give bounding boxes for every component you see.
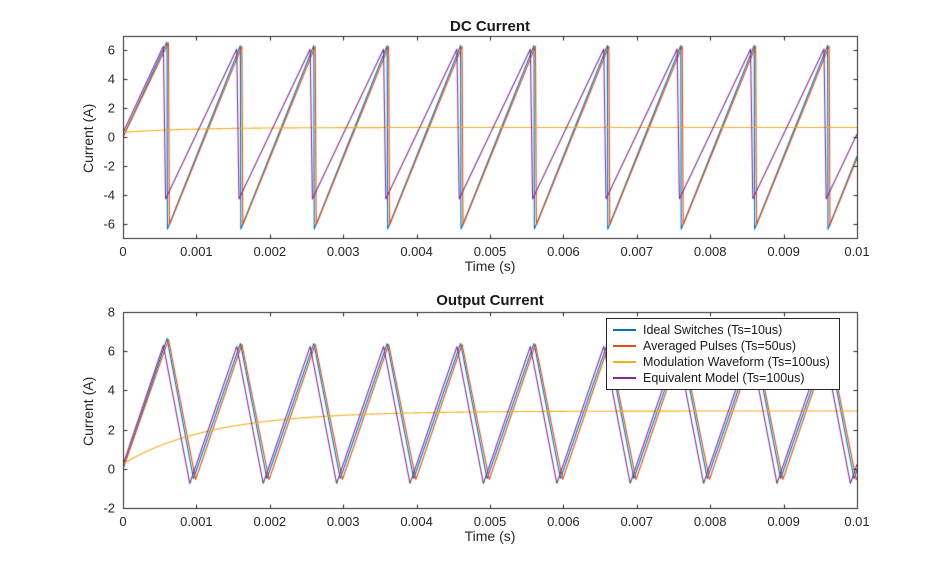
x-axis-label-top: Time (s) (464, 258, 516, 274)
legend-item-label: Ideal Switches (Ts=10us) (643, 323, 783, 337)
legend-item: Ideal Switches (Ts=10us) (613, 322, 830, 338)
legend-line-sample (613, 345, 636, 347)
legend-item-label: Equivalent Model (Ts=100us) (643, 371, 805, 385)
legend-item-label: Averaged Pulses (Ts=50us) (643, 339, 796, 353)
dc-current-title: DC Current (449, 18, 530, 35)
legend-line-sample (613, 329, 636, 331)
legend: Ideal Switches (Ts=10us) Averaged Pulses … (606, 318, 840, 390)
y-axis-label-top: Current (A) (80, 103, 96, 173)
x-axis-label-bottom: Time (s) (464, 528, 516, 544)
legend-line-sample (613, 377, 636, 379)
output-current-title: Output Current (436, 292, 544, 309)
legend-item: Modulation Waveform (Ts=100us) (613, 354, 830, 370)
legend-item: Averaged Pulses (Ts=50us) (613, 338, 830, 354)
legend-item-label: Modulation Waveform (Ts=100us) (643, 355, 830, 369)
legend-line-sample (613, 361, 636, 363)
y-axis-label-bottom: Current (A) (80, 376, 96, 446)
legend-item: Equivalent Model (Ts=100us) (613, 370, 830, 386)
